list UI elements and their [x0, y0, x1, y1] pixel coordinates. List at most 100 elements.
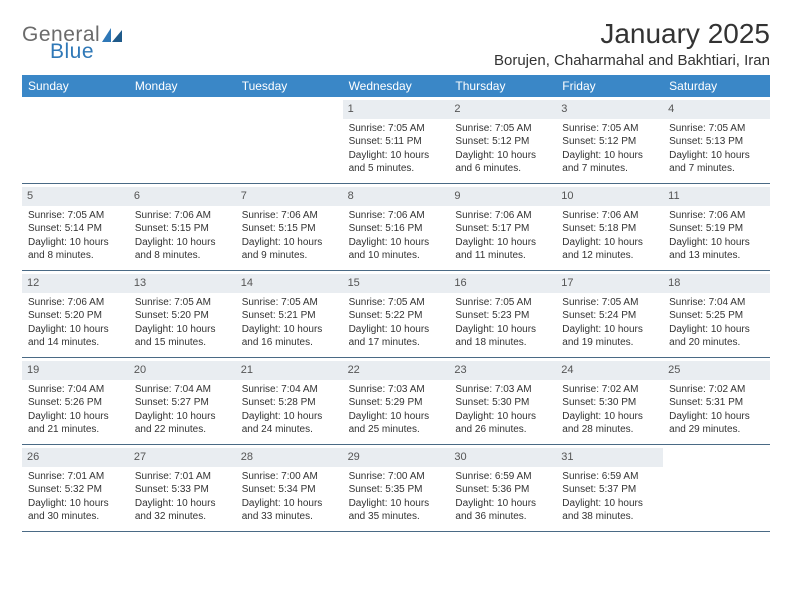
daylight-text: Daylight: 10 hours and 17 minutes. — [349, 323, 444, 350]
sunrise-text: Sunrise: 7:06 AM — [455, 209, 550, 223]
sunrise-text: Sunrise: 7:05 AM — [455, 296, 550, 310]
day-cell: 11Sunrise: 7:06 AMSunset: 5:19 PMDayligh… — [663, 184, 770, 270]
sunset-text: Sunset: 5:22 PM — [349, 309, 444, 323]
sunset-text: Sunset: 5:18 PM — [562, 222, 657, 236]
sunset-text: Sunset: 5:15 PM — [135, 222, 230, 236]
sunrise-text: Sunrise: 7:06 AM — [562, 209, 657, 223]
week-row: 26Sunrise: 7:01 AMSunset: 5:32 PMDayligh… — [22, 445, 770, 532]
empty-cell — [129, 97, 236, 183]
sunrise-text: Sunrise: 7:06 AM — [135, 209, 230, 223]
daylight-text: Daylight: 10 hours and 14 minutes. — [28, 323, 123, 350]
day-number: 30 — [449, 448, 556, 467]
empty-cell — [236, 97, 343, 183]
day-number: 4 — [663, 100, 770, 119]
day-cell: 25 Sunrise: 7:02 AMSunset: 5:31 PMDayligh… — [663, 358, 770, 444]
sunrise-text: Sunrise: 7:06 AM — [242, 209, 337, 223]
daylight-text: Daylight: 10 hours and 20 minutes. — [669, 323, 764, 350]
day-cell: 4Sunrise: 7:05 AMSunset: 5:13 PMDaylight… — [663, 97, 770, 183]
sunrise-text: Sunrise: 7:00 AM — [242, 470, 337, 484]
sunrise-text: Sunrise: 7:05 AM — [562, 296, 657, 310]
sunrise-text: Sunrise: 6:59 AM — [455, 470, 550, 484]
sunrise-text: Sunrise: 7:02 AM — [669, 383, 764, 397]
header: GeneralBlue January 2025 Borujen, Chahar… — [22, 18, 770, 69]
empty-cell — [22, 97, 129, 183]
day-number: 11 — [663, 187, 770, 206]
day-number: 6 — [129, 187, 236, 206]
daylight-text: Daylight: 10 hours and 28 minutes. — [562, 410, 657, 437]
daylight-text: Daylight: 10 hours and 8 minutes. — [135, 236, 230, 263]
sunrise-text: Sunrise: 7:02 AM — [562, 383, 657, 397]
day-cell: 13Sunrise: 7:05 AMSunset: 5:20 PMDayligh… — [129, 271, 236, 357]
sunset-text: Sunset: 5:12 PM — [562, 135, 657, 149]
day-number: 20 — [129, 361, 236, 380]
daylight-text: Daylight: 10 hours and 15 minutes. — [135, 323, 230, 350]
sunset-text: Sunset: 5:28 PM — [242, 396, 337, 410]
day-cell: 19Sunrise: 7:04 AMSunset: 5:26 PMDayligh… — [22, 358, 129, 444]
weekday-header: Sunday Monday Tuesday Wednesday Thursday… — [22, 75, 770, 97]
week-row: 19Sunrise: 7:04 AMSunset: 5:26 PMDayligh… — [22, 358, 770, 445]
sunrise-text: Sunrise: 7:01 AM — [135, 470, 230, 484]
day-number: 24 — [556, 361, 663, 380]
day-cell: 7Sunrise: 7:06 AMSunset: 5:15 PMDaylight… — [236, 184, 343, 270]
sunset-text: Sunset: 5:34 PM — [242, 483, 337, 497]
day-number: 27 — [129, 448, 236, 467]
daylight-text: Daylight: 10 hours and 5 minutes. — [349, 149, 444, 176]
sunrise-text: Sunrise: 7:05 AM — [349, 296, 444, 310]
calendar: Sunday Monday Tuesday Wednesday Thursday… — [22, 75, 770, 532]
day-cell: 8Sunrise: 7:06 AMSunset: 5:16 PMDaylight… — [343, 184, 450, 270]
day-cell: 1Sunrise: 7:05 AMSunset: 5:11 PMDaylight… — [343, 97, 450, 183]
daylight-text: Daylight: 10 hours and 32 minutes. — [135, 497, 230, 524]
sunset-text: Sunset: 5:26 PM — [28, 396, 123, 410]
sunset-text: Sunset: 5:27 PM — [135, 396, 230, 410]
sunset-text: Sunset: 5:15 PM — [242, 222, 337, 236]
daylight-text: Daylight: 10 hours and 9 minutes. — [242, 236, 337, 263]
day-number: 1 — [343, 100, 450, 119]
sunset-text: Sunset: 5:31 PM — [669, 396, 764, 410]
month-title: January 2025 — [494, 18, 770, 50]
day-number: 14 — [236, 274, 343, 293]
day-number: 26 — [22, 448, 129, 467]
day-number: 19 — [22, 361, 129, 380]
sunset-text: Sunset: 5:13 PM — [669, 135, 764, 149]
daylight-text: Daylight: 10 hours and 29 minutes. — [669, 410, 764, 437]
week-row: 12Sunrise: 7:06 AMSunset: 5:20 PMDayligh… — [22, 271, 770, 358]
daylight-text: Daylight: 10 hours and 16 minutes. — [242, 323, 337, 350]
day-number: 15 — [343, 274, 450, 293]
daylight-text: Daylight: 10 hours and 6 minutes. — [455, 149, 550, 176]
weekday-label: Sunday — [22, 75, 129, 97]
day-number: 8 — [343, 187, 450, 206]
day-number: 13 — [129, 274, 236, 293]
sunset-text: Sunset: 5:36 PM — [455, 483, 550, 497]
daylight-text: Daylight: 10 hours and 12 minutes. — [562, 236, 657, 263]
day-cell: 10Sunrise: 7:06 AMSunset: 5:18 PMDayligh… — [556, 184, 663, 270]
sunrise-text: Sunrise: 6:59 AM — [562, 470, 657, 484]
daylight-text: Daylight: 10 hours and 36 minutes. — [455, 497, 550, 524]
day-number: 5 — [22, 187, 129, 206]
weekday-label: Wednesday — [343, 75, 450, 97]
empty-cell — [663, 445, 770, 531]
sunrise-text: Sunrise: 7:05 AM — [455, 122, 550, 136]
day-number: 3 — [556, 100, 663, 119]
day-number: 29 — [343, 448, 450, 467]
sunset-text: Sunset: 5:20 PM — [28, 309, 123, 323]
day-number: 21 — [236, 361, 343, 380]
day-cell: 23Sunrise: 7:03 AMSunset: 5:30 PMDayligh… — [449, 358, 556, 444]
day-cell: 9Sunrise: 7:06 AMSunset: 5:17 PMDaylight… — [449, 184, 556, 270]
sunrise-text: Sunrise: 7:06 AM — [28, 296, 123, 310]
day-number: 25 — [663, 361, 770, 380]
day-number: 12 — [22, 274, 129, 293]
daylight-text: Daylight: 10 hours and 13 minutes. — [669, 236, 764, 263]
day-cell: 26Sunrise: 7:01 AMSunset: 5:32 PMDayligh… — [22, 445, 129, 531]
weekday-label: Thursday — [449, 75, 556, 97]
sunset-text: Sunset: 5:12 PM — [455, 135, 550, 149]
sunrise-text: Sunrise: 7:06 AM — [349, 209, 444, 223]
sunrise-text: Sunrise: 7:00 AM — [349, 470, 444, 484]
day-cell: 22Sunrise: 7:03 AMSunset: 5:29 PMDayligh… — [343, 358, 450, 444]
day-number: 17 — [556, 274, 663, 293]
weekday-label: Tuesday — [236, 75, 343, 97]
day-cell: 24Sunrise: 7:02 AMSunset: 5:30 PMDayligh… — [556, 358, 663, 444]
weekday-label: Saturday — [663, 75, 770, 97]
day-number: 18 — [663, 274, 770, 293]
sunset-text: Sunset: 5:21 PM — [242, 309, 337, 323]
sunset-text: Sunset: 5:30 PM — [455, 396, 550, 410]
